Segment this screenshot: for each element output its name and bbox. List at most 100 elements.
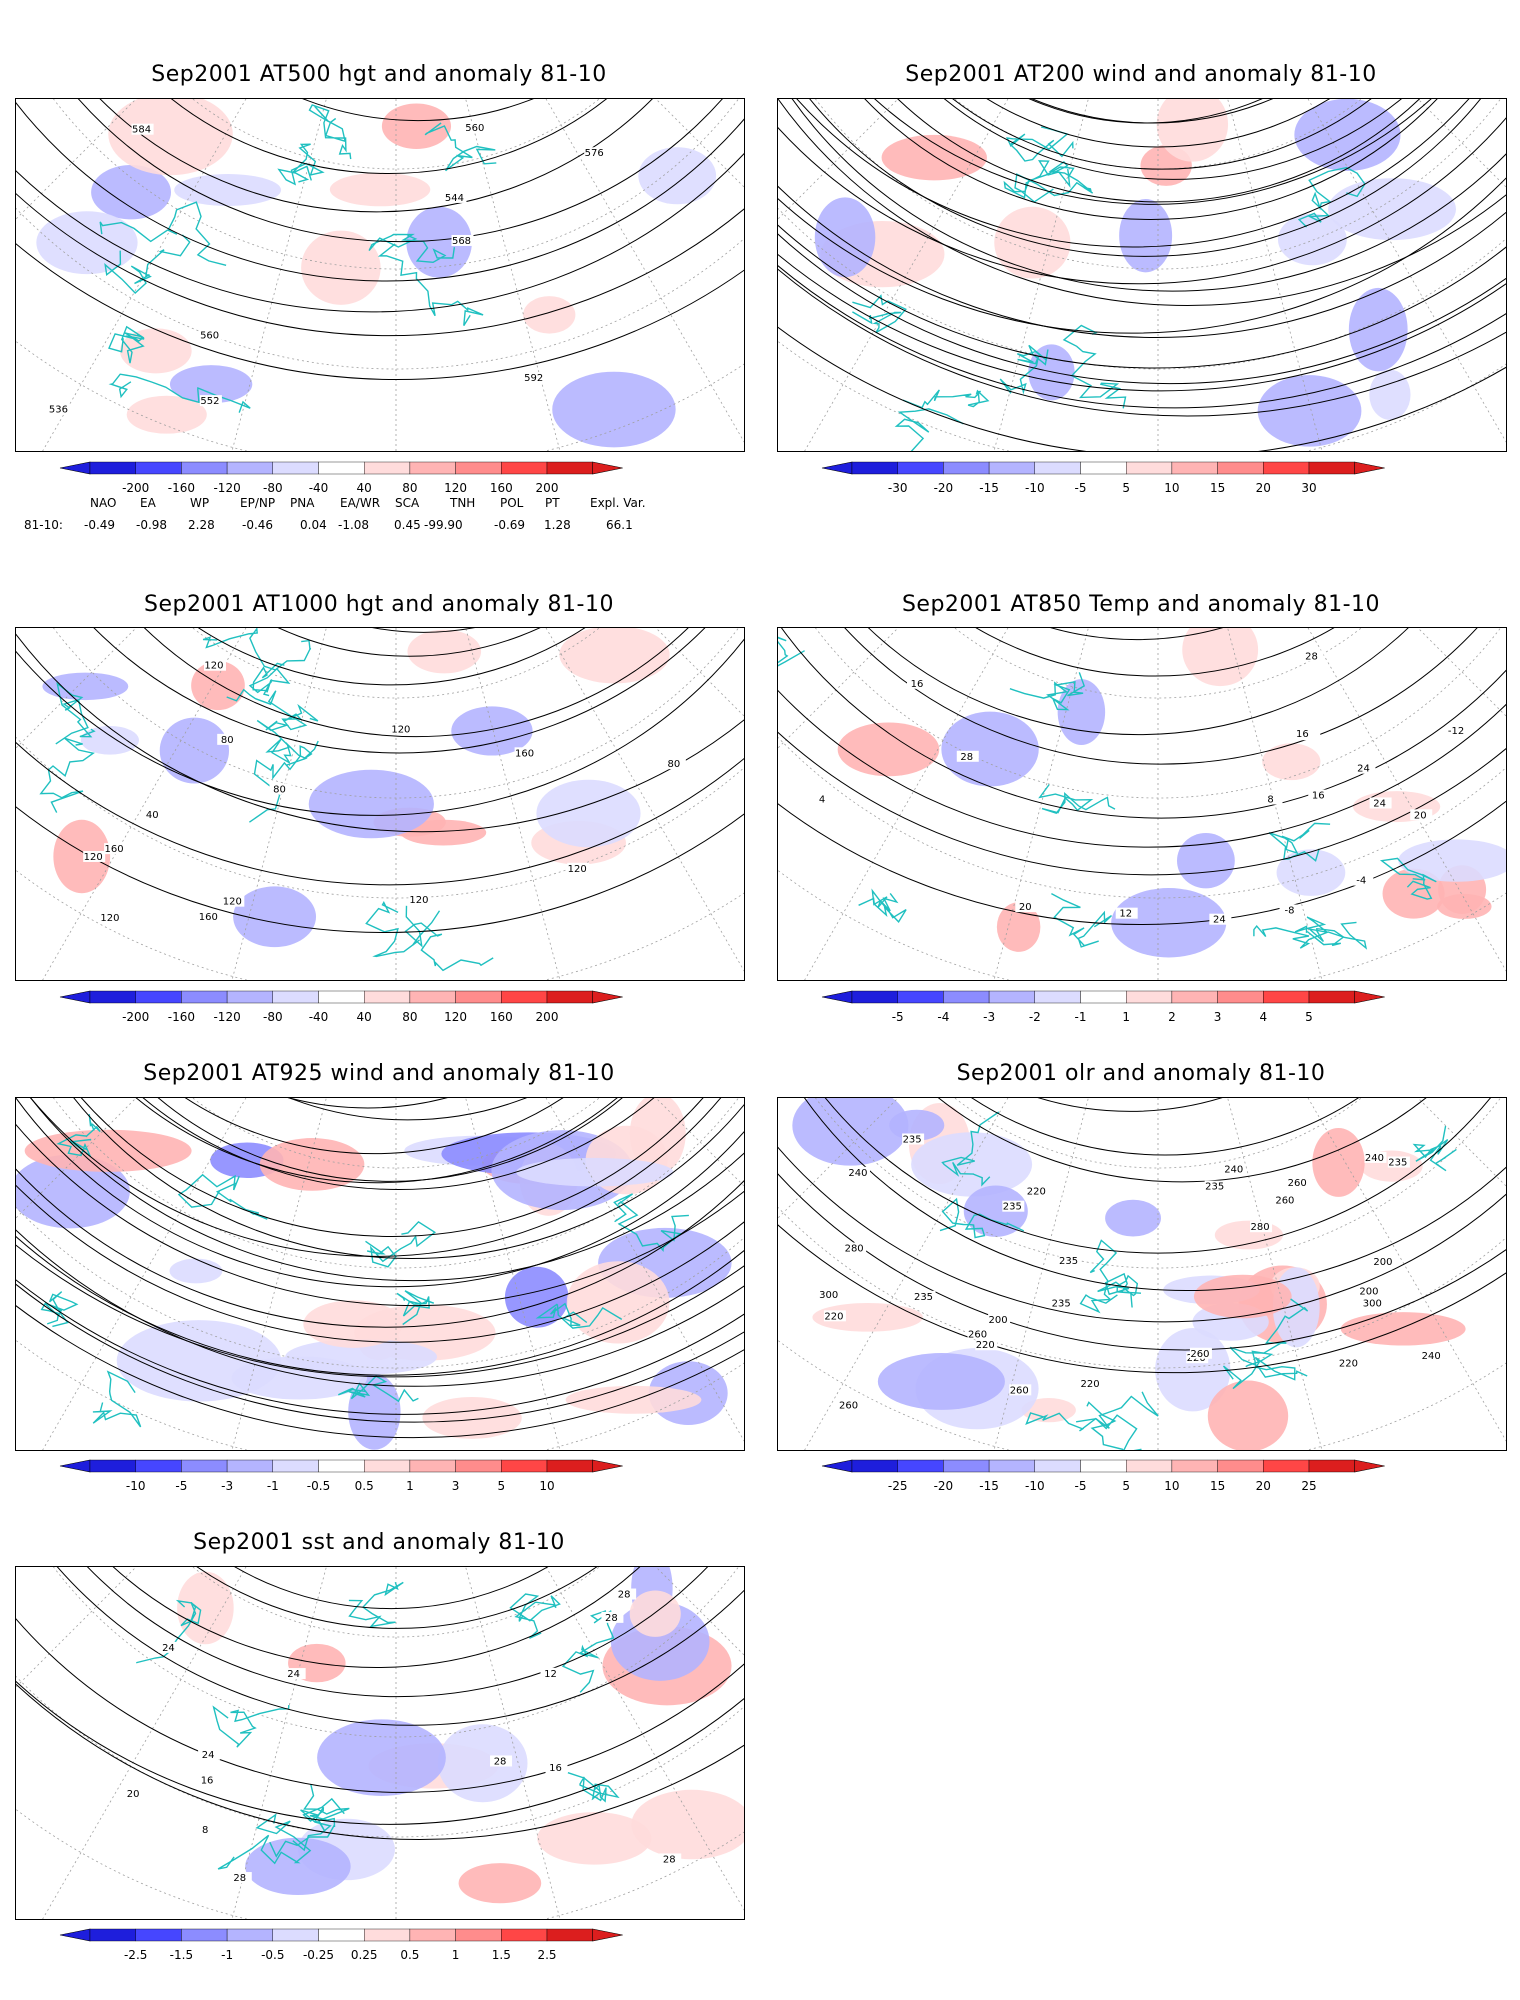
contour-label-bg (99, 911, 122, 923)
coastlines (778, 636, 1437, 950)
colorbar-tick-label: 0.5 (400, 1948, 420, 1962)
contour-line (778, 185, 1506, 338)
colorbar-swatch (226, 990, 274, 1004)
coastline (108, 373, 251, 413)
contour-label-bg (199, 329, 222, 341)
contour-label-bg (199, 395, 222, 407)
colorbar-swatch (1171, 461, 1218, 475)
contour-label-bg (408, 893, 431, 905)
panel-title: Sep2001 AT850 Temp and anomaly 81-10 (901, 592, 1381, 617)
coastline (56, 1114, 101, 1158)
anomaly-region (1312, 1128, 1365, 1197)
colorbar-olr: -25 -20 -15 -10 -5 5 10 15 20 25 (821, 1459, 1462, 1499)
contour-label: 28 (618, 1590, 631, 1601)
contour-line (976, 628, 1334, 677)
anomaly-region (1277, 213, 1347, 266)
contour-line (778, 800, 1506, 925)
anomaly-region (308, 769, 434, 839)
colorbar-swatch (226, 1928, 274, 1942)
anomaly-region (1437, 893, 1492, 919)
colorbar-tick-label: 120 (444, 481, 468, 495)
index-name: PT (545, 496, 560, 510)
contour-line (185, 1098, 564, 1155)
colorbar-swatch (546, 990, 593, 1004)
colorbar-tick-label: -10 (125, 1479, 146, 1493)
coastline (852, 294, 907, 334)
anomaly-region (329, 172, 431, 207)
contour-line (16, 152, 744, 313)
contours (16, 1098, 744, 1439)
coastline (365, 1221, 437, 1268)
contour-label: 120 (100, 913, 119, 924)
contour-label-bg (1223, 1163, 1246, 1175)
contour-label: 4 (819, 795, 825, 806)
contour-label-bg (1209, 913, 1232, 925)
anomaly-region (994, 206, 1071, 279)
colorbar-tick-label: -30 (887, 481, 908, 495)
coastline (999, 344, 1049, 395)
colorbar-swatch (1308, 461, 1355, 475)
anomaly-region (245, 1837, 351, 1896)
contour-line (278, 628, 540, 657)
anomaly-region (301, 230, 381, 305)
contour-label-bg (1051, 1297, 1074, 1309)
contour-label-bg (1358, 1285, 1381, 1297)
contour-label: 24 (1373, 798, 1386, 809)
colorbar-tick-label: 15 (1209, 481, 1226, 495)
anomaly-region (191, 660, 245, 711)
colorbar-tick-label: -5 (891, 1010, 904, 1024)
contour-label: 584 (132, 125, 151, 136)
colorbar-swatch (1217, 1459, 1264, 1473)
coastline (1038, 784, 1116, 815)
colorbar-swatches (821, 461, 1385, 475)
colorbar-tick-label: -3 (221, 1479, 234, 1493)
anomaly-region (317, 1719, 446, 1797)
colorbar-swatch (364, 1459, 411, 1473)
colorbar-arrow-left (821, 461, 853, 475)
coastline (858, 888, 907, 924)
contour-line (971, 1098, 1359, 1156)
contour-line (77, 99, 723, 243)
contour-label-bg (663, 758, 686, 770)
anomaly-shading (792, 1098, 1466, 1450)
colorbar-swatch (364, 990, 411, 1004)
contour-label: 260 (1288, 1178, 1307, 1189)
lat-lon-grid (16, 99, 744, 451)
contour-label-bg (451, 234, 474, 246)
contour-line (113, 1567, 640, 1668)
anomaly-region (814, 197, 876, 278)
colorbar-tick-label: 160 (489, 1010, 513, 1024)
anomaly-region (348, 1373, 401, 1450)
anomaly-region (536, 779, 641, 848)
colorbar-850temp: -5 -4 -3 -2 -1 1 2 3 4 5 (821, 990, 1462, 1030)
colorbar-tick-label: -5 (1074, 481, 1087, 495)
contour-line (16, 638, 744, 816)
contour-label: 300 (1363, 1299, 1382, 1310)
colorbar-swatch (318, 461, 365, 475)
contour-line (372, 628, 476, 633)
colorbar-swatch (409, 1459, 456, 1473)
contour-label: 28 (605, 1613, 618, 1624)
contour-line (897, 99, 1421, 203)
colorbar-swatches (59, 990, 623, 1004)
contour-label: 592 (524, 373, 543, 384)
coastlines (939, 1111, 1457, 1450)
contour-label-bg (1015, 901, 1038, 913)
contour-label-bg (1002, 1200, 1025, 1212)
contours (778, 1098, 1506, 1374)
map-500hgt: 536 544 552 560 568 576 584 592 560 (15, 98, 745, 452)
contour-label: 20 (127, 1789, 140, 1800)
contour-label: 235 (903, 1135, 922, 1146)
contour-label: 235 (914, 1292, 933, 1303)
coastline (377, 243, 484, 326)
contour-label-bg (1274, 1194, 1297, 1206)
anomaly-region (1207, 1380, 1289, 1450)
anomaly-shading (42, 628, 670, 948)
contour-label: 28 (663, 1854, 676, 1865)
contour-label: 24 (1357, 764, 1370, 775)
coastline (277, 143, 325, 186)
contour-label: 16 (911, 679, 924, 690)
anomaly-region (837, 722, 940, 777)
colorbar-tick-label: 3 (451, 1479, 460, 1493)
anomaly-region (91, 165, 172, 220)
